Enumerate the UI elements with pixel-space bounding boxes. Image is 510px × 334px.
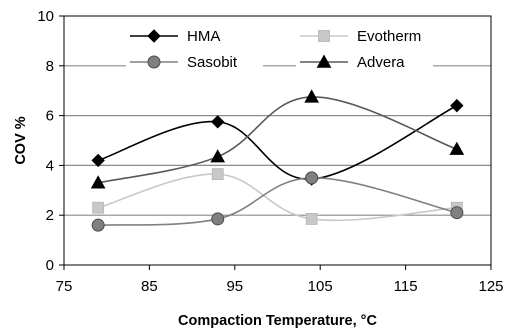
legend-item-advera: Advera (296, 51, 433, 73)
data-point-advera (210, 149, 226, 163)
y-tick-label: 10 (37, 8, 54, 25)
data-point-sasobit (305, 171, 319, 185)
y-tick-label: 4 (46, 157, 54, 174)
x-axis-title: Compaction Temperature, °C (178, 313, 377, 329)
legend: HMA Evotherm Sasobit Advera (126, 25, 433, 73)
legend-item-hma: HMA (126, 25, 263, 47)
y-tick-label: 2 (46, 207, 54, 224)
data-point-evotherm (211, 168, 224, 181)
x-tick-label: 95 (226, 278, 243, 295)
data-point-advera (304, 89, 320, 103)
x-tick-label: 105 (308, 278, 333, 295)
series-evotherm (92, 168, 463, 225)
legend-item-background (126, 25, 263, 47)
data-point-advera (449, 141, 465, 155)
data-point-sasobit (211, 212, 225, 226)
data-point-sasobit (91, 218, 105, 232)
y-tick-label: 6 (46, 108, 54, 125)
data-point-advera (90, 175, 106, 189)
legend-marker-hma (147, 29, 161, 43)
legend-label-hma: HMA (187, 28, 220, 45)
legend-item-sasobit: Sasobit (126, 51, 263, 73)
legend-label-evotherm: Evotherm (357, 28, 421, 45)
series-hma (91, 98, 464, 186)
data-point-hma (91, 153, 105, 168)
legend-marker-evotherm (318, 30, 330, 42)
y-axis-title: COV % (13, 116, 29, 164)
x-tick-label: 115 (394, 278, 418, 295)
series-sasobit (91, 171, 464, 232)
data-point-hma (211, 115, 225, 129)
tick-layer: 0 2 4 6 8 10 75 85 95 105 115 125 (37, 8, 503, 295)
series-layer (90, 89, 465, 232)
data-point-hma (450, 98, 464, 113)
data-point-evotherm (305, 213, 318, 225)
x-tick-label: 125 (478, 278, 503, 295)
grid-layer (64, 65, 491, 216)
series-line-sasobit (98, 177, 458, 226)
series-line-evotherm (97, 173, 457, 222)
data-point-sasobit (450, 206, 464, 220)
series-advera (90, 89, 465, 189)
legend-label-sasobit: Sasobit (187, 54, 238, 71)
y-tick-label: 0 (46, 257, 54, 274)
y-tick-label: 8 (46, 58, 54, 75)
legend-marker-advera (316, 54, 332, 68)
x-tick-label: 75 (56, 278, 73, 295)
plot-frame (63, 15, 492, 266)
series-line-hma (97, 104, 458, 180)
legend-item-evotherm: Evotherm (296, 25, 433, 47)
legend-marker-sasobit (147, 55, 161, 69)
legend-item-background (296, 25, 433, 47)
series-line-advera (97, 96, 458, 184)
legend-item-background (126, 51, 263, 73)
x-tick-label: 85 (141, 278, 158, 295)
legend-label-advera: Advera (357, 54, 405, 71)
data-point-evotherm (92, 201, 105, 214)
